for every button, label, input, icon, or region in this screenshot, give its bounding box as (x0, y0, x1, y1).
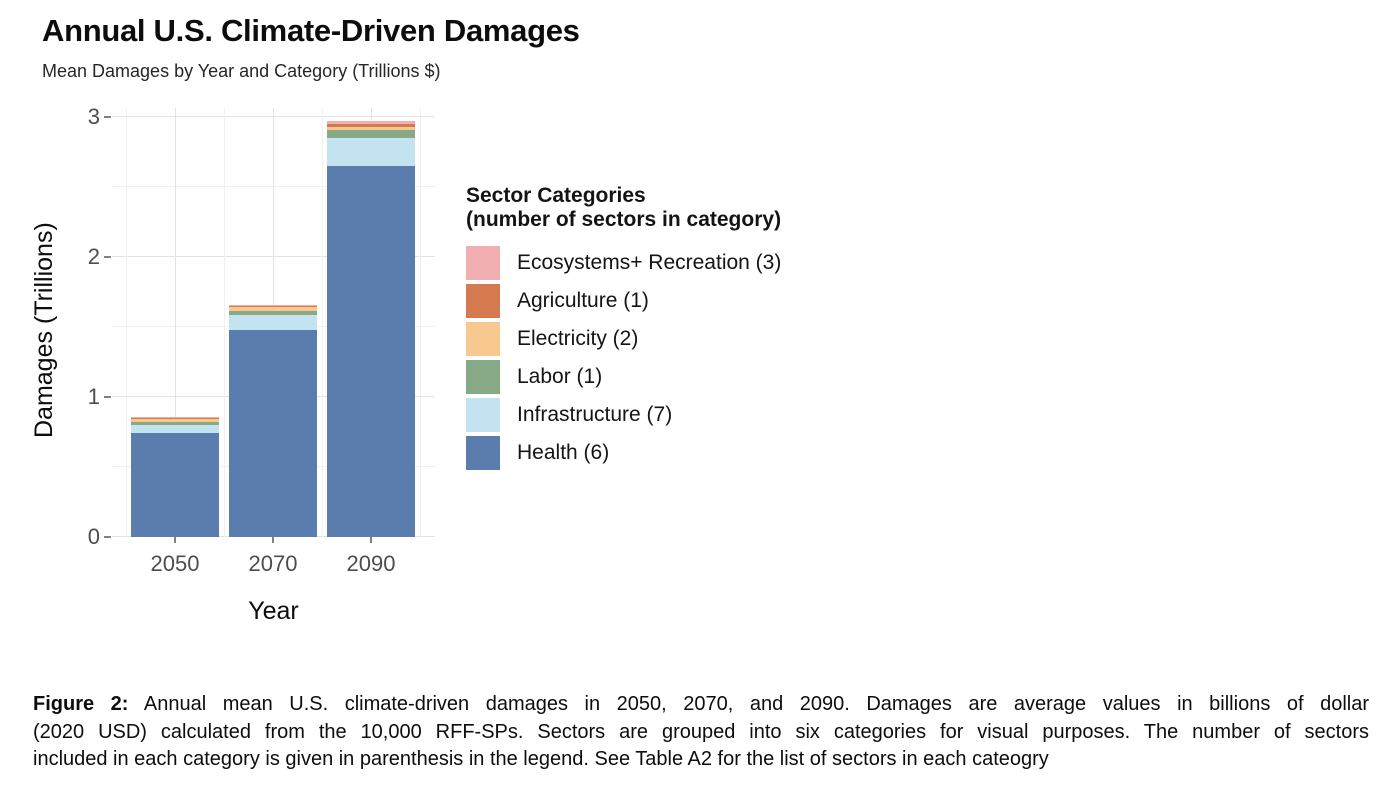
chart-subtitle: Mean Damages by Year and Category (Trill… (42, 61, 441, 81)
legend-swatch (466, 360, 500, 394)
minor-gridline-x0 (126, 108, 127, 537)
bar-2070-health (229, 329, 317, 537)
legend-item: Labor (1) (466, 358, 846, 396)
bar-2050-agriculture (131, 418, 219, 419)
bar-2070-labor (229, 310, 317, 316)
caption-line-1: Figure 2: Annual mean U.S. climate-drive… (33, 691, 1369, 719)
y-tick-mark-1 (104, 396, 111, 398)
legend-item: Agriculture (1) (466, 282, 846, 320)
bar-2070-electricity (229, 307, 317, 311)
legend-swatch (466, 322, 500, 356)
y-axis-title: Damages (Trillions) (30, 222, 58, 438)
bar-2090-infrastructure (327, 138, 415, 166)
legend-item-label: Health (6) (517, 441, 610, 464)
y-tick-label-3: 3 (87, 104, 100, 129)
x-tick-mark-2090 (370, 537, 372, 543)
minor-gridline-x3 (420, 108, 421, 537)
bar-2090-agriculture (327, 124, 415, 127)
bar-2070-infrastructure (229, 315, 317, 330)
bar-2090-labor (327, 130, 415, 138)
bar-2050-health (131, 433, 219, 537)
x-axis-title: Year (248, 597, 299, 625)
bar-2090-health (327, 166, 415, 537)
bar-2070-ecosystems+ (229, 305, 317, 306)
legend-item-label: Electricity (2) (517, 327, 639, 350)
minor-gridline-x1 (224, 108, 225, 537)
major-gridline-2050 (175, 108, 176, 537)
bar-2050-ecosystems+ (131, 417, 219, 418)
legend-item: Ecosystems+ Recreation (3) (466, 244, 846, 282)
bar-2090-ecosystems+ (327, 120, 415, 124)
y-tick-label-0: 0 (87, 524, 100, 549)
x-tick-label-2070: 2070 (248, 551, 298, 576)
bar-2050-infrastructure (131, 425, 219, 434)
figure-caption: Figure 2: Annual mean U.S. climate-drive… (33, 691, 1369, 774)
y-tick-label-2: 2 (87, 244, 100, 269)
bar-2070-agriculture (229, 306, 317, 308)
legend-swatch (466, 284, 500, 318)
y-tick-mark-2 (104, 256, 111, 258)
y-tick-mark-3 (104, 116, 111, 118)
legend-swatch (466, 398, 500, 432)
caption-line-2: (2020 USD) calculated from the 10,000 RF… (33, 720, 1369, 743)
x-tick-label-2090: 2090 (346, 551, 396, 576)
bar-2050-electricity (131, 418, 219, 423)
legend-item-label: Agriculture (1) (517, 289, 649, 312)
caption-line-1-text: Annual mean U.S. climate-driven damages … (143, 693, 1369, 715)
minor-gridline-x2 (322, 108, 323, 537)
legend-item-label: Ecosystems+ Recreation (3) (517, 251, 782, 274)
legend-item: Health (6) (466, 434, 846, 472)
legend-item: Infrastructure (7) (466, 396, 846, 434)
caption-line-3: included in each category is given in pa… (33, 748, 1049, 770)
legend-item-label: Labor (1) (517, 365, 603, 388)
x-tick-label-2050: 2050 (150, 551, 200, 576)
y-tick-mark-0 (104, 536, 111, 538)
x-tick-mark-2070 (272, 537, 274, 543)
legend-item: Electricity (2) (466, 320, 846, 358)
plot-panel (112, 108, 435, 537)
legend-item-label: Infrastructure (7) (517, 403, 673, 426)
legend: Sector Categories (number of sectors in … (466, 184, 846, 470)
y-tick-label-1: 1 (87, 384, 100, 409)
legend-swatch (466, 246, 500, 280)
caption-figure-label: Figure 2: (33, 693, 129, 715)
chart-title: Annual U.S. Climate-Driven Damages (42, 13, 580, 48)
x-tick-mark-2050 (174, 537, 176, 543)
legend-swatch (466, 436, 500, 470)
legend-title-line1: Sector Categories (466, 184, 646, 207)
bar-2050-labor (131, 422, 219, 425)
legend-title-line2: (number of sectors in category) (466, 208, 782, 231)
bar-2090-electricity (327, 126, 415, 131)
